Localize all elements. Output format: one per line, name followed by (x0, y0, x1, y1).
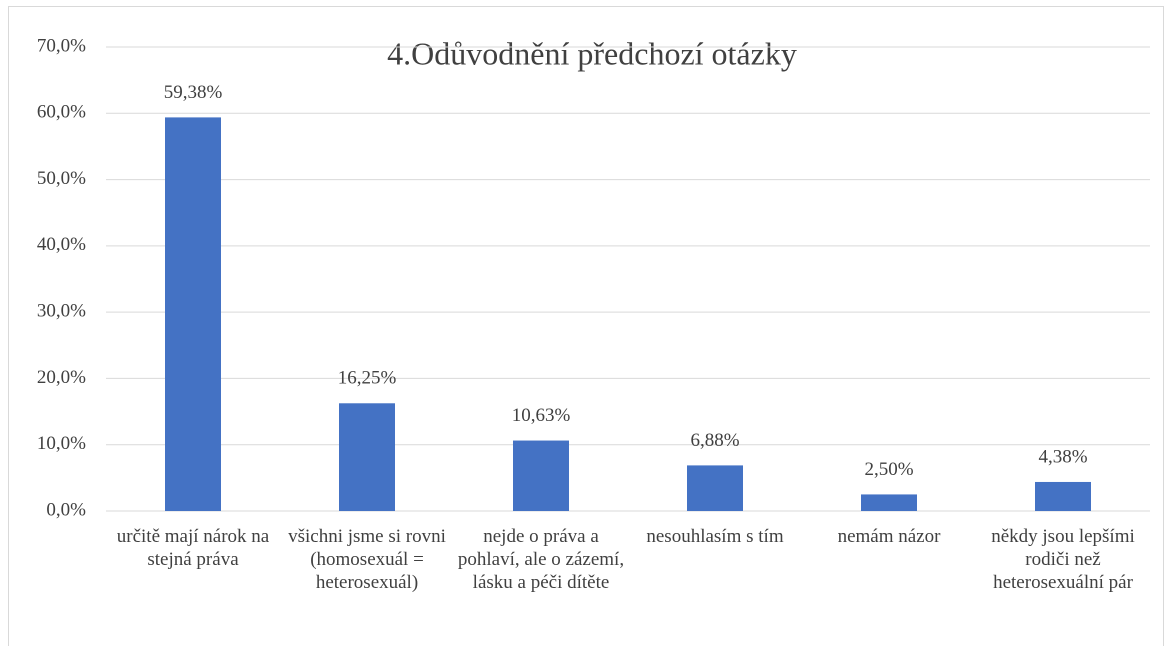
bar (513, 440, 569, 511)
x-tick-label-box: určitě mají nárok na stejná práva (116, 526, 270, 570)
x-tick-label-box: někdy jsou lepšími rodiči než heterosexu… (991, 526, 1135, 593)
y-tick-label: 30,0% (37, 301, 86, 322)
bar (165, 117, 221, 511)
y-tick-label: 40,0% (37, 234, 86, 255)
bar (687, 465, 743, 511)
x-tick-label-box: nesouhlasím s tím (646, 526, 784, 547)
data-label: 4,38% (1038, 446, 1087, 467)
y-tick-label: 20,0% (37, 367, 86, 388)
bar (861, 494, 917, 511)
x-tick-label-box: všichni jsme si rovni (homosexuál = hete… (288, 526, 446, 593)
chart-title: 4.Odůvodnění předchozí otázky (387, 35, 797, 71)
x-tick-label: někdy jsou lepšími rodiči než heterosexu… (991, 526, 1135, 593)
y-tick-label: 50,0% (37, 168, 86, 189)
x-tick-label: určitě mají nárok na stejná práva (116, 526, 270, 570)
y-tick-label: 70,0% (37, 35, 86, 56)
data-label: 16,25% (338, 368, 397, 389)
x-tick-label: nesouhlasím s tím (646, 526, 784, 547)
x-tick-label: nejde o práva a pohlaví, ale o zázemí, l… (457, 526, 625, 593)
x-tick-label-box: nemám názor (837, 526, 941, 547)
data-label: 59,38% (164, 82, 223, 103)
x-tick-label: všichni jsme si rovni (homosexuál = hete… (288, 526, 446, 593)
data-label: 10,63% (512, 405, 571, 426)
data-label: 2,50% (864, 459, 913, 480)
data-label: 6,88% (690, 430, 739, 451)
y-tick-label: 60,0% (37, 102, 86, 123)
x-tick-label: nemám názor (837, 526, 941, 547)
y-tick-label: 0,0% (46, 499, 86, 520)
x-tick-label-box: nejde o práva a pohlaví, ale o zázemí, l… (457, 526, 625, 593)
bar (1035, 481, 1091, 511)
bar (339, 403, 395, 511)
y-tick-label: 10,0% (37, 433, 86, 454)
